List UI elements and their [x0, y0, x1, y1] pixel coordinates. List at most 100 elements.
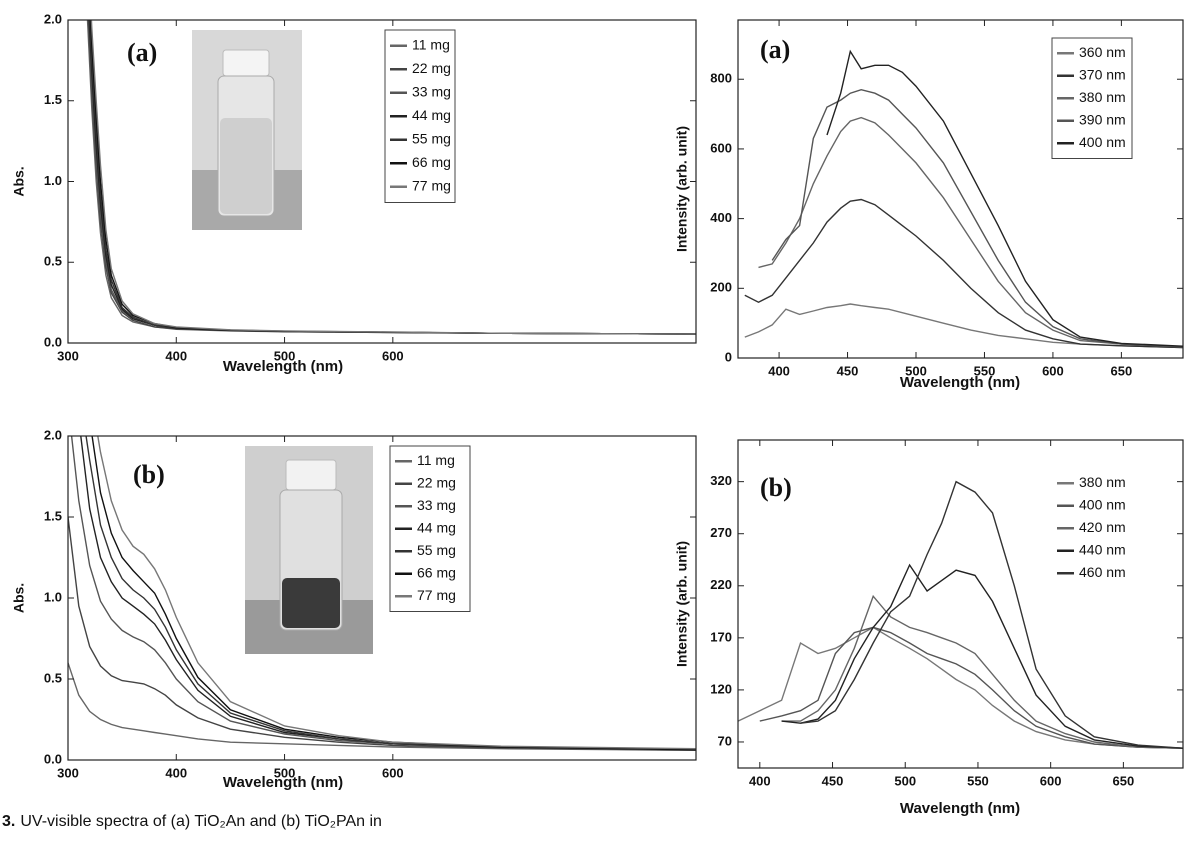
- legend-label: 77 mg: [412, 177, 451, 193]
- caption-label: 3.: [2, 813, 15, 830]
- y-tick-label: 0.5: [44, 670, 62, 685]
- x-tick-label: 400: [165, 765, 187, 780]
- x-tick-label: 450: [837, 363, 859, 378]
- panel-annotation: (b): [133, 460, 165, 489]
- vial-photo-b: [245, 446, 373, 654]
- legend-label: 55 mg: [412, 130, 451, 146]
- series-line: [738, 626, 1183, 749]
- legend-label: 370 nm: [1079, 66, 1126, 82]
- series-line: [85, 436, 696, 751]
- x-tick-label: 500: [894, 773, 916, 788]
- legend-label: 22 mg: [412, 60, 451, 76]
- y-tick-label: 2.0: [44, 11, 62, 26]
- y-tick-label: 0: [725, 349, 732, 364]
- series-line: [744, 198, 1183, 349]
- y-tick-label: 0.0: [44, 334, 62, 349]
- x-tick-label: 300: [57, 348, 79, 363]
- y-axis-label: Abs.: [11, 166, 27, 196]
- y-tick-label: 2.0: [44, 427, 62, 442]
- legend-label: 22 mg: [417, 474, 456, 490]
- y-axis-label: Intensity (arb. unit): [674, 541, 690, 667]
- y-tick-label: 270: [710, 525, 732, 540]
- vial-cap: [285, 459, 337, 491]
- x-axis-label: Wavelength (nm): [900, 374, 1020, 391]
- legend-label: 400 nm: [1079, 496, 1126, 512]
- vial-liquid: [282, 578, 340, 628]
- y-tick-label: 800: [710, 71, 732, 86]
- y-tick-label: 1.5: [44, 92, 62, 107]
- x-tick-label: 450: [822, 773, 844, 788]
- panel-annotation: (a): [127, 38, 157, 67]
- vial-liquid: [220, 118, 272, 214]
- series-line: [744, 303, 1183, 349]
- x-tick-label: 650: [1111, 363, 1133, 378]
- x-axis-label: Wavelength (nm): [900, 800, 1020, 817]
- series-line: [68, 516, 696, 751]
- series-line: [826, 49, 1183, 347]
- y-tick-label: 0.0: [44, 751, 62, 766]
- legend-label: 11 mg: [417, 452, 455, 468]
- series-line: [70, 436, 696, 751]
- x-tick-label: 600: [1042, 363, 1064, 378]
- legend-label: 33 mg: [417, 497, 456, 513]
- y-axis-label: Abs.: [11, 583, 27, 613]
- legend-label: 380 nm: [1079, 474, 1126, 490]
- y-tick-label: 320: [710, 473, 732, 488]
- x-tick-label: 500: [905, 363, 927, 378]
- legend-label: 44 mg: [417, 519, 456, 535]
- y-tick-label: 600: [710, 140, 732, 155]
- legend-label: 390 nm: [1079, 111, 1126, 127]
- x-tick-label: 400: [165, 348, 187, 363]
- x-tick-label: 400: [768, 363, 790, 378]
- legend-label: 77 mg: [417, 587, 456, 603]
- y-tick-label: 1.0: [44, 173, 62, 188]
- y-tick-label: 220: [710, 577, 732, 592]
- x-tick-label: 550: [967, 773, 989, 788]
- y-tick-label: 0.5: [44, 254, 62, 269]
- x-tick-label: 550: [974, 363, 996, 378]
- series-line: [781, 594, 1183, 749]
- legend-label: 11 mg: [412, 36, 450, 52]
- y-tick-label: 70: [718, 733, 732, 748]
- legend-label: 380 nm: [1079, 89, 1126, 105]
- legend-label: 460 nm: [1079, 564, 1126, 580]
- plot-frame: [737, 439, 1184, 769]
- series-line: [90, 20, 696, 335]
- legend-label: 33 mg: [412, 83, 451, 99]
- legend-label: 420 nm: [1079, 519, 1126, 535]
- panel-annotation: (a): [760, 35, 790, 64]
- x-tick-label: 500: [274, 348, 296, 363]
- plot-lines: [744, 49, 1183, 349]
- y-tick-label: 1.0: [44, 589, 62, 604]
- series-line: [800, 480, 1183, 749]
- vial-cap: [222, 49, 270, 77]
- x-tick-label: 650: [1113, 773, 1135, 788]
- series-line: [91, 436, 696, 751]
- series-line: [759, 626, 1183, 749]
- series-line: [758, 116, 1183, 348]
- x-axis-label: Wavelength (nm): [223, 774, 343, 791]
- y-tick-label: 1.5: [44, 508, 62, 523]
- y-tick-label: 400: [710, 210, 732, 225]
- vial-photo-a: [192, 30, 302, 230]
- x-axis-label: Wavelength (nm): [223, 358, 343, 375]
- y-tick-label: 170: [710, 629, 732, 644]
- x-tick-label: 400: [749, 773, 771, 788]
- series-line: [97, 436, 696, 750]
- series-line: [68, 662, 696, 751]
- legend-label: 66 mg: [417, 564, 456, 580]
- plot-lines: [738, 480, 1183, 749]
- legend-label: 44 mg: [412, 107, 451, 123]
- plot-frame: [67, 19, 697, 344]
- legend-label: 66 mg: [412, 154, 451, 170]
- caption-text: UV-visible spectra of (a) TiO₂An and (b)…: [20, 813, 382, 830]
- x-tick-label: 500: [274, 765, 296, 780]
- plot-lines: [68, 436, 696, 751]
- y-axis-label: Intensity (arb. unit): [674, 126, 690, 252]
- y-tick-label: 120: [710, 681, 732, 696]
- series-line: [781, 563, 1183, 749]
- legend-label: 440 nm: [1079, 541, 1126, 557]
- x-tick-label: 600: [382, 765, 404, 780]
- plot-frame: [737, 19, 1184, 359]
